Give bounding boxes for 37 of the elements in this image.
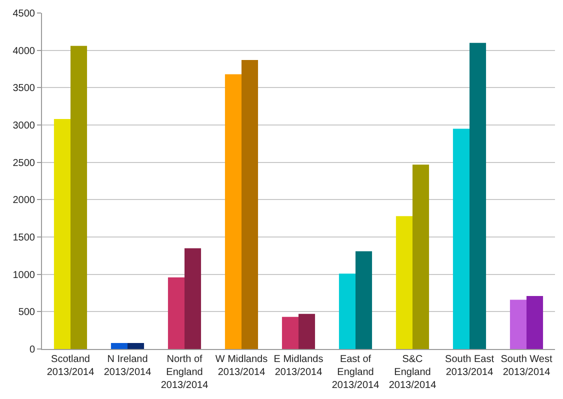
bar <box>452 128 470 349</box>
x-tick-label: W Midlands 2013/2014 <box>215 354 268 378</box>
x-tick-label: N Ireland 2013/2014 <box>104 354 152 378</box>
x-tick-label: South East 2013/2014 <box>445 354 494 378</box>
bar <box>338 274 356 349</box>
bar <box>396 216 412 349</box>
x-tick-label: Scotland 2013/2014 <box>46 354 95 378</box>
x-tick-label: S&C England 2013/2014 <box>388 354 437 391</box>
x-tick-label: North of England 2013/2014 <box>160 354 209 391</box>
bar <box>510 300 526 349</box>
bar <box>70 46 88 349</box>
x-tick-label: South West 2013/2014 <box>500 354 552 378</box>
y-tick-label: 0 <box>29 344 36 356</box>
bar <box>242 60 258 349</box>
y-tick-label: 2500 <box>12 158 36 169</box>
y-tick-label: 3000 <box>12 120 36 132</box>
bar <box>298 314 316 349</box>
y-tick-label: 4500 <box>12 8 36 20</box>
bar <box>412 164 430 349</box>
bar <box>356 251 372 349</box>
y-tick-label: 500 <box>18 307 36 318</box>
y-tick-label: 1000 <box>12 270 36 281</box>
bar <box>282 316 298 349</box>
bar <box>526 296 544 349</box>
bar <box>224 74 242 349</box>
y-tick-label: 3500 <box>12 83 36 94</box>
y-tick-label: 2000 <box>12 195 36 206</box>
y-tick-label: 4000 <box>12 46 36 57</box>
bar <box>470 42 486 349</box>
bar <box>110 343 128 349</box>
bar <box>184 248 202 349</box>
bar <box>168 277 184 349</box>
x-tick-label: E Midlands 2013/2014 <box>274 354 324 378</box>
y-tick-label: 1500 <box>12 232 36 244</box>
bar <box>54 119 70 349</box>
x-tick-label: East of England 2013/2014 <box>332 354 380 391</box>
bar <box>128 343 144 349</box>
